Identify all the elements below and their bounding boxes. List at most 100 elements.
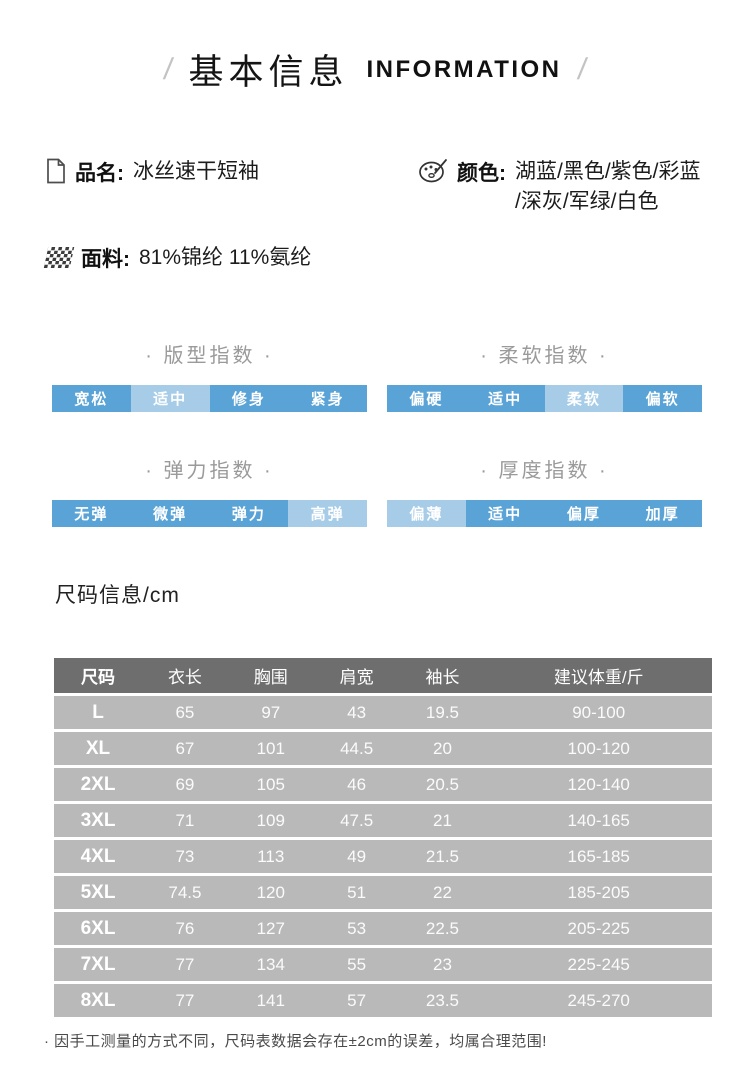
elasticity-option: 弹力: [209, 500, 289, 528]
thickness-option: 适中: [465, 500, 545, 528]
measurement-cell: 21: [399, 804, 486, 838]
size-table-body: L 65 97 43 19.5 90-100 XL 67 101 44.5 20 100-120 2XL…: [54, 696, 712, 1018]
measurement-cell: 69: [142, 768, 228, 802]
elasticity-index-bar: 无弹 微弹 弹力 高弹: [52, 500, 367, 528]
table-row: XL 67 101 44.5 20 100-120: [54, 732, 712, 766]
thickness-option: 偏薄: [387, 500, 466, 528]
section-header: / 基本信息 INFORMATION /: [0, 0, 750, 95]
column-header: 胸围: [227, 658, 314, 694]
product-name-label: 品名:: [75, 162, 124, 185]
measurement-cell: 105: [227, 768, 314, 802]
size-section-heading: 尺码信息/cm: [55, 584, 180, 608]
measurement-cell: 67: [142, 732, 228, 766]
elasticity-index-block: · 弹力指数 · 无弹 微弹 弹力 高弹: [52, 454, 367, 528]
table-row: 8XL 77 141 57 23.5 245-270: [54, 984, 712, 1018]
measurement-cell: 57: [313, 984, 400, 1018]
measurement-cell: 43: [313, 696, 400, 730]
elasticity-index-title: · 弹力指数 ·: [145, 460, 274, 483]
size-label-cell: 8XL: [54, 984, 143, 1018]
size-table: 尺码 衣长 胸围 肩宽 袖长 建议体重/斤 L 65 97 43 19.5 90-100 XL 67 10…: [54, 655, 712, 1020]
color-label: 颜色:: [457, 162, 506, 185]
measurement-cell: 49: [313, 840, 400, 874]
measurement-cell: 165-185: [485, 840, 712, 874]
measurement-cell: 22.5: [399, 912, 486, 946]
softness-option: 偏硬: [387, 385, 466, 413]
measurement-cell: 22: [399, 876, 486, 910]
measurement-cell: 76: [142, 912, 228, 946]
measurement-disclaimer: · 因手工测量的方式不同，尺码表数据会存在±2cm的误差，均属合理范围!: [44, 1033, 547, 1051]
measurement-cell: 23.5: [399, 984, 486, 1018]
size-label-cell: 5XL: [54, 876, 143, 910]
table-row: 4XL 73 113 49 21.5 165-185: [54, 840, 712, 874]
softness-option: 柔软: [544, 385, 624, 413]
column-header: 衣长: [142, 658, 228, 694]
size-label-cell: L: [54, 696, 143, 730]
fabric-label: 面料:: [81, 248, 130, 271]
measurement-cell: 120-140: [485, 768, 712, 802]
measurement-cell: 47.5: [313, 804, 400, 838]
measurement-cell: 55: [313, 948, 400, 982]
measurement-cell: 71: [142, 804, 228, 838]
column-header: 建议体重/斤: [485, 658, 712, 694]
softness-option: 偏软: [623, 385, 702, 413]
size-label-cell: 6XL: [54, 912, 143, 946]
size-label-cell: 3XL: [54, 804, 143, 838]
color-value: 湖蓝/黑色/紫色/彩蓝 /深灰/军绿/白色: [515, 157, 701, 218]
fit-index-title: · 版型指数 ·: [145, 345, 274, 368]
measurement-cell: 46: [313, 768, 400, 802]
elasticity-option: 微弹: [130, 500, 210, 528]
softness-index-bar: 偏硬 适中 柔软 偏软: [387, 385, 702, 413]
measurement-cell: 225-245: [485, 948, 712, 982]
color-value-line2: /深灰/军绿/白色: [515, 190, 659, 214]
measurement-cell: 51: [313, 876, 400, 910]
measurement-cell: 134: [227, 948, 314, 982]
table-row: L 65 97 43 19.5 90-100: [54, 696, 712, 730]
thickness-index-title: · 厚度指数 ·: [480, 460, 609, 483]
measurement-cell: 74.5: [142, 876, 228, 910]
column-header: 肩宽: [313, 658, 400, 694]
elasticity-option: 无弹: [52, 500, 131, 528]
thickness-index-block: · 厚度指数 · 偏薄 适中 偏厚 加厚: [387, 454, 702, 528]
info-right-column: 颜色: 湖蓝/黑色/紫色/彩蓝 /深灰/军绿/白色: [418, 157, 750, 273]
elasticity-option: 高弹: [288, 500, 367, 528]
softness-index-block: · 柔软指数 · 偏硬 适中 柔软 偏软: [387, 339, 702, 413]
page-subtitle: INFORMATION: [366, 55, 562, 83]
measurement-cell: 205-225: [485, 912, 712, 946]
fit-option: 适中: [130, 385, 210, 413]
measurement-cell: 245-270: [485, 984, 712, 1018]
fit-index-block: · 版型指数 · 宽松 适中 修身 紧身: [52, 339, 367, 413]
measurement-cell: 20.5: [399, 768, 486, 802]
page-title: 基本信息: [188, 53, 349, 92]
measurement-cell: 113: [227, 840, 314, 874]
info-left-column: 品名: 冰丝速干短袖 面料: 81%锦纶 11%氨纶: [43, 157, 418, 273]
palette-icon: [418, 158, 448, 189]
size-label-cell: XL: [54, 732, 143, 766]
measurement-cell: 73: [142, 840, 228, 874]
measurement-cell: 109: [227, 804, 314, 838]
index-grid: · 版型指数 · 宽松 适中 修身 紧身 · 柔软指数 · 偏硬 适中 柔软 偏…: [0, 339, 750, 528]
table-row: 5XL 74.5 120 51 22 185-205: [54, 876, 712, 910]
measurement-cell: 77: [142, 984, 228, 1018]
decorative-left-slash: /: [161, 52, 175, 86]
measurement-cell: 20: [399, 732, 486, 766]
softness-index-title: · 柔软指数 ·: [480, 345, 609, 368]
basic-info-section: 品名: 冰丝速干短袖 面料: 81%锦纶 11%氨纶: [0, 157, 750, 273]
fit-index-bar: 宽松 适中 修身 紧身: [52, 385, 367, 413]
thickness-index-bar: 偏薄 适中 偏厚 加厚: [387, 500, 702, 528]
product-name-row: 品名: 冰丝速干短袖: [46, 157, 418, 189]
measurement-cell: 53: [313, 912, 400, 946]
measurement-cell: 100-120: [485, 732, 712, 766]
color-value-line1: 湖蓝/黑色/紫色/彩蓝: [515, 160, 701, 183]
fit-option: 紧身: [288, 385, 367, 413]
size-table-head-row: 尺码 衣长 胸围 肩宽 袖长 建议体重/斤: [54, 658, 712, 694]
measurement-cell: 23: [399, 948, 486, 982]
measurement-cell: 120: [227, 876, 314, 910]
measurement-cell: 101: [227, 732, 314, 766]
fabric-swatch-icon: [43, 247, 75, 268]
softness-option: 适中: [465, 385, 545, 413]
column-header: 尺码: [54, 658, 143, 694]
measurement-cell: 19.5: [399, 696, 486, 730]
measurement-cell: 127: [227, 912, 314, 946]
measurement-cell: 185-205: [485, 876, 712, 910]
fit-option: 修身: [209, 385, 289, 413]
